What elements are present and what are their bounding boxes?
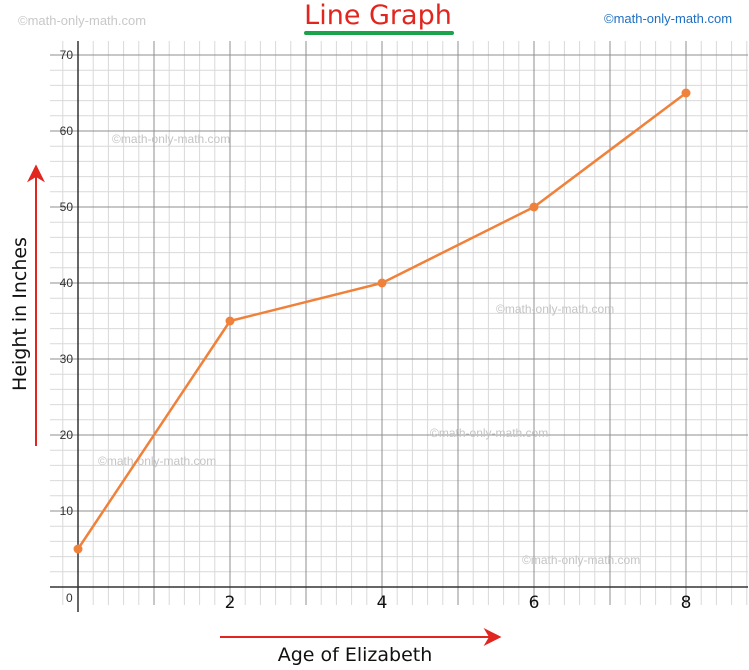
axes bbox=[50, 41, 748, 612]
watermark-top-right: ©math-only-math.com bbox=[604, 11, 732, 26]
watermark-top-left: ©math-only-math.com bbox=[18, 13, 146, 28]
x-axis-label: Age of Elizabeth bbox=[278, 644, 433, 666]
y-axis-label: Height in Inches bbox=[9, 237, 31, 391]
data-point bbox=[225, 316, 235, 326]
y-tick-label: 20 bbox=[60, 428, 74, 442]
major-grid bbox=[50, 41, 748, 605]
y-tick-label: 40 bbox=[60, 276, 74, 290]
chart-title: Line Graph bbox=[304, 0, 452, 31]
y-tick-label: 10 bbox=[60, 504, 74, 518]
data-point bbox=[377, 278, 387, 288]
origin-label: 0 bbox=[66, 591, 73, 605]
x-tick-label: 2 bbox=[225, 593, 236, 613]
watermark-inner-1: ©math-only-math.com bbox=[112, 132, 230, 146]
data-point bbox=[529, 202, 539, 212]
watermark-inner-5: ©math-only-math.com bbox=[522, 553, 640, 567]
data-point bbox=[681, 88, 691, 98]
data-point bbox=[73, 544, 83, 554]
watermark-inner-2: ©math-only-math.com bbox=[496, 302, 614, 316]
y-tick-labels: 10 20 30 40 50 60 70 bbox=[60, 48, 74, 518]
x-tick-label: 8 bbox=[681, 593, 692, 613]
x-tick-labels: 2 4 6 8 bbox=[225, 593, 692, 613]
y-tick-label: 50 bbox=[60, 200, 74, 214]
y-tick-label: 60 bbox=[60, 124, 74, 138]
y-tick-label: 30 bbox=[60, 352, 74, 366]
y-tick-label: 70 bbox=[60, 48, 74, 62]
series-height bbox=[73, 88, 691, 554]
watermark-inner-4: ©math-only-math.com bbox=[98, 454, 216, 468]
x-tick-label: 6 bbox=[529, 593, 540, 613]
x-tick-label: 4 bbox=[377, 593, 388, 613]
watermark-inner-3: ©math-only-math.com bbox=[430, 426, 548, 440]
